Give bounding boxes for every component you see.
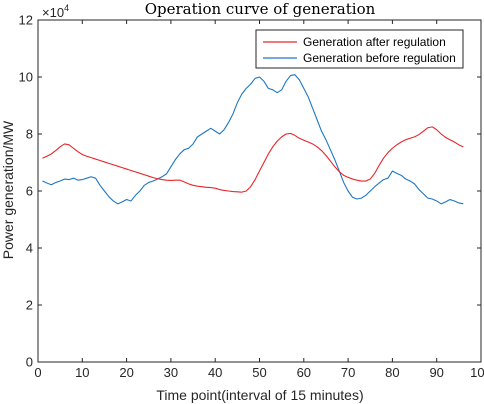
chart-title: Operation curve of generation: [145, 0, 376, 18]
x-tick-label: 90: [429, 365, 443, 380]
y-tick-label: 2: [26, 298, 33, 313]
legend: Generation after regulation Generation b…: [255, 29, 464, 69]
x-tick-label: 50: [252, 365, 266, 380]
y-tick-label: 0: [26, 355, 33, 370]
x-tick-label: 60: [297, 365, 311, 380]
y-multiplier-exponent: 4: [64, 3, 69, 13]
y-multiplier-base: ×10: [42, 5, 64, 20]
y-multiplier: ×104: [42, 3, 69, 20]
x-axis-label: Time point(interval of 15 minutes): [156, 387, 363, 403]
x-tick-label: 80: [385, 365, 399, 380]
legend-entry-before-regulation: Generation before regulation: [303, 51, 456, 65]
y-tick-label: 10: [19, 70, 33, 85]
y-tick-label: 4: [26, 241, 33, 256]
legend-box: [255, 29, 464, 69]
x-tick-label: 10: [75, 365, 89, 380]
y-axis-label: Power generation/MW: [0, 120, 16, 259]
series-line-after-regulation: [42, 126, 464, 193]
y-tick-label: 12: [19, 13, 33, 28]
x-tick-label: 30: [164, 365, 178, 380]
x-tick-label: 70: [341, 365, 355, 380]
y-tick-label: 8: [26, 127, 33, 142]
x-tick-label: 0: [34, 365, 41, 380]
x-tick-label: 100: [470, 365, 484, 380]
series-line-before-regulation: [42, 74, 464, 205]
y-tick-label: 6: [26, 184, 33, 199]
plot-area: 0 10 20 30 40 50 60 70 80 90 100 0 2 4 6 8 10 12: [19, 13, 484, 381]
legend-entry-after-regulation: Generation after regulation: [303, 35, 446, 49]
x-tick-label: 40: [208, 365, 222, 380]
x-tick-label: 20: [119, 365, 133, 380]
